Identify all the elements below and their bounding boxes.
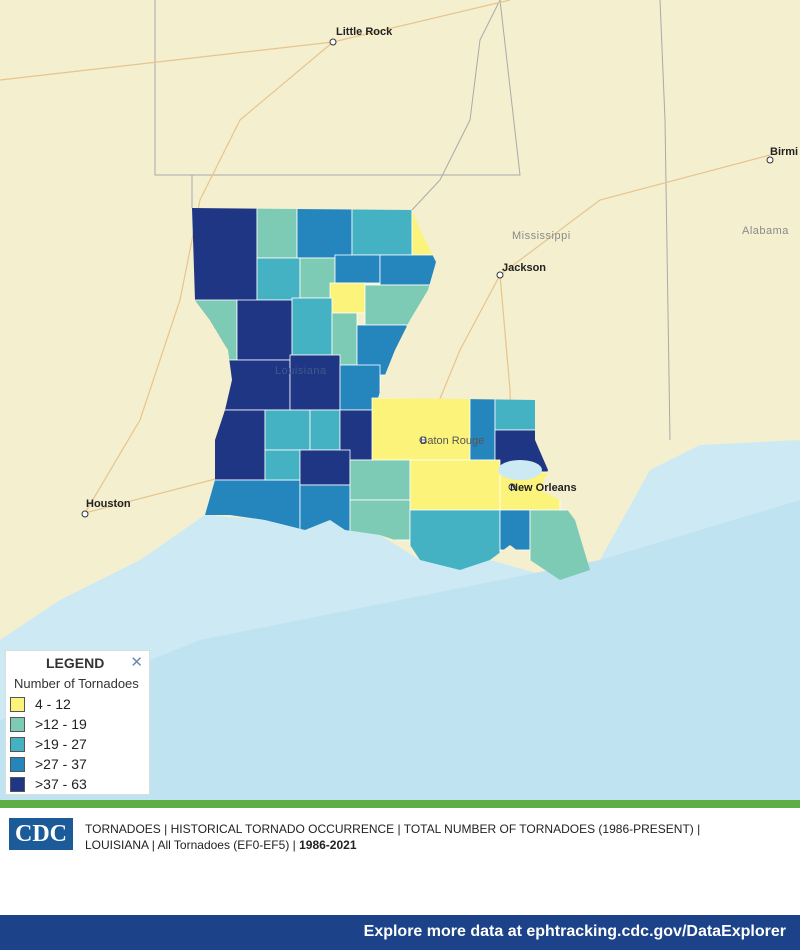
parish [329,282,366,314]
borders [154,0,671,441]
legend: LEGEND ✕ Number of Tornadoes 4 - 12 >12 -… [5,650,150,795]
parish [289,354,341,411]
footer-text: LOUISIANA | All Tornadoes (EF0-EF5) | [85,838,296,852]
parish [349,459,411,501]
parish [469,397,496,461]
city-label: New Orleans [510,482,577,494]
parish [291,297,333,356]
legend-label: >37 - 63 [35,776,87,792]
footer-bar: Explore more data at ephtracking.cdc.gov… [0,915,800,950]
region-label: Louisiana [275,365,327,377]
legend-label: 4 - 12 [35,696,71,712]
legend-swatch [10,776,25,792]
region-label: Mississippi [512,230,571,242]
parish [351,208,413,256]
parish [256,257,301,301]
lake [498,460,542,480]
city-label: Birmi [770,146,798,158]
parish [299,257,336,299]
parish [309,409,341,451]
legend-item: >19 - 27 [10,735,87,753]
legend-swatch [10,696,25,712]
map: Little Rock Jackson Baton Rouge New Orle… [0,0,800,800]
city-label: Baton Rouge [420,435,484,447]
legend-swatch [10,716,25,732]
divider [0,800,800,808]
footer-link[interactable]: Explore more data at ephtracking.cdc.gov… [363,923,786,940]
parish [499,509,531,551]
logo[interactable]: CDC [9,818,73,850]
footer-years: 1986-2021 [299,838,357,852]
parish [409,459,501,511]
parish [264,409,311,451]
legend-swatch [10,756,25,772]
legend-item: 4 - 12 [10,695,71,713]
parish [296,208,353,259]
parish [334,254,381,284]
parish [256,208,298,259]
footer-line: LOUISIANA | All Tornadoes (EF0-EF5) | 19… [85,838,357,852]
parish [299,449,351,486]
legend-close[interactable]: ✕ [130,654,143,671]
legend-label: >12 - 19 [35,716,87,732]
legend-item: >12 - 19 [10,715,87,733]
parish [379,254,441,286]
legend-item: >27 - 37 [10,755,87,773]
city-dots [81,38,774,518]
legend-label: >27 - 37 [35,756,87,772]
footer: CDC TORNADOES | HISTORICAL TORNADO OCCUR… [0,808,800,915]
city-label: Little Rock [336,26,393,38]
parish [494,397,541,431]
region-label: Alabama [742,225,789,237]
legend-label: >19 - 27 [35,736,87,752]
footer-line: TORNADOES | HISTORICAL TORNADO OCCURRENC… [85,822,701,836]
gulf-deep [0,500,800,800]
legend-item: >37 - 63 [10,775,87,793]
parish [236,299,293,361]
city-label: Jackson [502,262,546,274]
city-label: Houston [86,498,131,510]
legend-subtitle: Number of Tornadoes [14,676,139,691]
parish [264,449,301,481]
legend-title: LEGEND [46,655,105,671]
legend-swatch [10,736,25,752]
parish [371,397,473,461]
